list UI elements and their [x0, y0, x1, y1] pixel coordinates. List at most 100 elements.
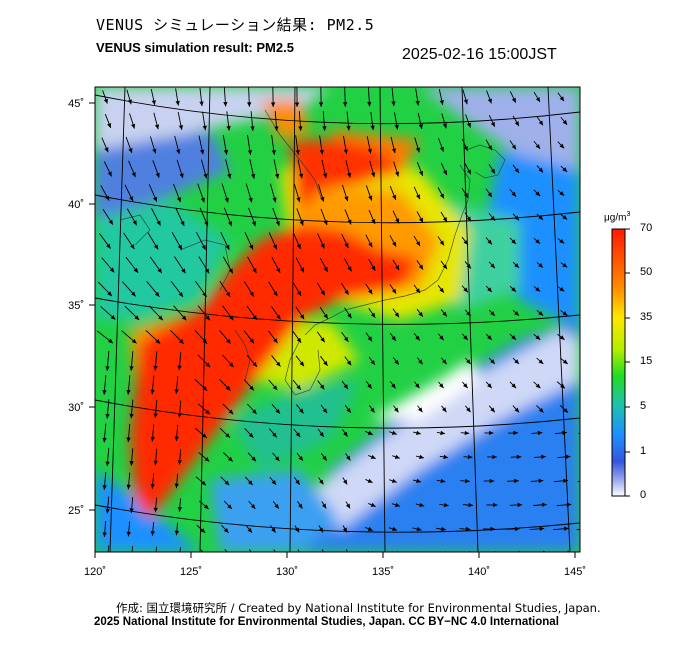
wind-arrow-head [176, 149, 181, 155]
wind-arrow-head [535, 287, 541, 292]
wind-arrow-head [541, 454, 546, 460]
wind-arrow-head [174, 483, 179, 489]
lon-label-125: 125˚ [180, 566, 202, 578]
wind-arrow-head [106, 556, 110, 561]
wind-arrow-head [535, 239, 541, 244]
wind-arrow-head [440, 430, 446, 436]
wind-arrow-head [276, 314, 281, 320]
wind-arrow-head [318, 102, 324, 107]
wind-arrow-head [295, 149, 300, 155]
wind-arrow-head [154, 555, 158, 560]
wind-arrow-head [367, 478, 373, 483]
wind-arrow-head [535, 144, 541, 149]
lat-label-45: 45˚ [68, 98, 84, 110]
wind-arrow-head [394, 124, 399, 130]
wind-arrow-head [204, 268, 210, 274]
lat-label-25: 25˚ [68, 505, 84, 517]
wind-arrow [462, 553, 474, 554]
wind-arrow-head [538, 167, 544, 173]
wind-arrow-head [150, 436, 155, 442]
wind-arrow-head [107, 171, 112, 177]
wind-arrow-head [466, 407, 471, 413]
wind-arrow-head [418, 264, 424, 270]
wind-arrow-head [415, 288, 421, 294]
wind-arrow-head [487, 145, 492, 151]
wind-arrow-head [322, 408, 328, 414]
wind-arrow-head [511, 287, 516, 292]
wind-arrow-head [392, 526, 398, 531]
wind-arrow-head [178, 125, 184, 130]
wind-arrow-head [517, 502, 523, 508]
wind-arrow-head [174, 389, 179, 394]
wind-arrow-head [487, 383, 492, 389]
wind-arrow-head [566, 502, 572, 507]
wind-arrow-head [271, 150, 276, 155]
wind-arrow-head [249, 338, 255, 344]
wind-arrow-head [228, 409, 234, 415]
wind-arrow-head [103, 98, 108, 104]
wind-arrow-head [201, 433, 207, 438]
wind-arrow [248, 549, 252, 552]
wind-arrow-head [175, 100, 180, 106]
wind-arrow-head [562, 119, 568, 125]
wind-arrow-head [391, 148, 397, 154]
wind-arrow-head [201, 244, 206, 250]
wind-arrow-head [177, 507, 182, 512]
longitude-labels: 120˚ 125˚ 130˚ 135˚ 140˚ 145˚ [84, 566, 586, 578]
wind-arrow-head [392, 241, 397, 247]
wind-arrow-head [156, 220, 161, 226]
wind-arrow-head [418, 359, 423, 365]
wind-arrow-head [225, 244, 230, 250]
wind-arrow-head [442, 123, 447, 129]
wind-arrow-head [270, 102, 276, 107]
wind-arrow-head [126, 437, 131, 443]
wind-arrow-head [563, 408, 569, 413]
wind-arrow-head [588, 479, 593, 483]
wind-arrow-head [250, 504, 256, 509]
wind-arrow-head [443, 502, 449, 508]
wind-arrow-head [516, 454, 522, 460]
wind-arrow-head [180, 220, 185, 226]
wind-arrow [581, 382, 590, 389]
wind-arrow-head [415, 241, 421, 247]
wind-arrow-head [223, 149, 229, 155]
wind-arrow-head [249, 244, 254, 250]
wind-arrow-head [514, 478, 519, 484]
wind-arrow-head [342, 479, 348, 485]
wind-arrow-head [490, 263, 495, 269]
wind-arrow-head [227, 221, 233, 227]
wind-arrow [579, 552, 596, 553]
wind-arrow-head [274, 173, 280, 179]
wind-arrow-head [418, 170, 424, 176]
wind-arrow-head [584, 96, 589, 101]
wind-arrow-head [394, 359, 399, 365]
wind-arrow-head [535, 383, 541, 389]
wind-arrow-head [559, 287, 565, 292]
wind-arrow-head [562, 215, 568, 220]
wind-arrow-head [465, 526, 471, 532]
wind-arrow [131, 545, 134, 552]
wind-arrow-head [441, 407, 447, 413]
wind-arrow-head [564, 526, 569, 531]
wind-arrow-head [592, 551, 597, 555]
wind-arrow-head [178, 291, 184, 297]
wind-arrow-head [129, 508, 134, 513]
wind-arrow-head [418, 311, 423, 317]
wind-arrow-head [126, 389, 131, 395]
wind-arrow-head [153, 365, 158, 371]
wind-arrow-head [538, 263, 544, 268]
wind-arrow-head [322, 173, 328, 179]
wind-arrow-head [439, 100, 444, 105]
wind-arrow-head [153, 507, 158, 513]
wind-arrow-head [174, 530, 180, 536]
wind-arrow-head [273, 338, 278, 344]
wind-arrow-head [223, 101, 228, 107]
wind-arrow-head [511, 97, 516, 103]
wind-arrow-head [319, 479, 324, 485]
wind-arrow-head [418, 124, 423, 130]
wind-arrow-head [583, 143, 588, 148]
wind-arrow-head [154, 291, 160, 297]
wind-arrow-head [367, 336, 373, 342]
wind-arrow-head [252, 315, 257, 320]
